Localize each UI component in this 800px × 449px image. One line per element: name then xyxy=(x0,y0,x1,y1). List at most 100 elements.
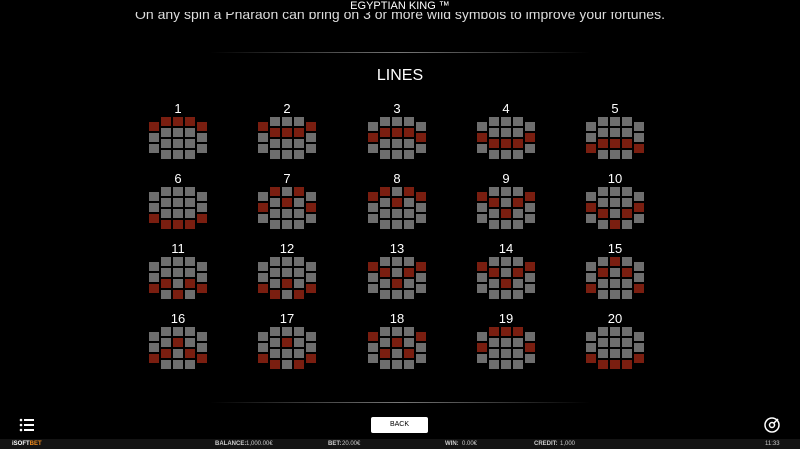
menu-button[interactable] xyxy=(18,417,36,433)
payline-cell xyxy=(513,198,523,207)
payline-cell xyxy=(161,117,171,126)
line-number: 1 xyxy=(174,101,181,116)
payline-cell xyxy=(173,150,183,159)
payline-cell xyxy=(161,128,171,137)
payline-cell xyxy=(294,279,304,288)
line-number: 15 xyxy=(608,241,622,256)
payline-cell xyxy=(380,220,390,229)
payline-cell xyxy=(173,209,183,218)
payline-cell xyxy=(282,220,292,229)
payline-cell xyxy=(610,360,620,369)
payline-cell xyxy=(477,354,487,363)
payline-cell xyxy=(634,332,644,341)
settings-button[interactable] xyxy=(763,416,781,434)
payline-cell xyxy=(525,203,535,212)
payline-cell xyxy=(380,150,390,159)
payline-cell xyxy=(197,284,207,293)
payline-cell xyxy=(586,203,596,212)
payline-cell xyxy=(185,128,195,137)
payline-cell xyxy=(294,268,304,277)
payline-cell xyxy=(622,338,632,347)
payline-cell xyxy=(416,332,426,341)
payline-cell xyxy=(380,338,390,347)
payline-cell xyxy=(282,349,292,358)
payline-cell xyxy=(404,290,414,299)
payline-cell xyxy=(404,220,414,229)
payline-cell xyxy=(368,332,378,341)
payline-cell xyxy=(294,349,304,358)
payline-cell xyxy=(368,343,378,352)
win-label: WIN: xyxy=(445,441,459,447)
payline-cell xyxy=(610,338,620,347)
payline-cell xyxy=(598,117,608,126)
payline-cell xyxy=(185,117,195,126)
payline-cell xyxy=(197,273,207,282)
payline-cell xyxy=(416,354,426,363)
payline-cell xyxy=(416,144,426,153)
payline-cell xyxy=(282,128,292,137)
payline-cell xyxy=(489,360,499,369)
payline-cell xyxy=(197,192,207,201)
payline-cell xyxy=(392,257,402,266)
payline-cell xyxy=(258,214,268,223)
payline-cell xyxy=(149,343,159,352)
payline-cell xyxy=(294,220,304,229)
payline-cell xyxy=(392,117,402,126)
payline-cell xyxy=(404,257,414,266)
payline-cell xyxy=(294,139,304,148)
payline-cell xyxy=(282,268,292,277)
payline-cell xyxy=(149,273,159,282)
payline-cell xyxy=(392,327,402,336)
payline-cell xyxy=(598,209,608,218)
payline-cell xyxy=(258,273,268,282)
credit-label: CREDIT: xyxy=(534,441,558,447)
payline-cell xyxy=(380,360,390,369)
payline-cell xyxy=(622,209,632,218)
payline-cell xyxy=(416,203,426,212)
payline-cell xyxy=(161,349,171,358)
payline-cell xyxy=(610,128,620,137)
payline-cell xyxy=(161,268,171,277)
payline-cell xyxy=(634,284,644,293)
payline-cell xyxy=(173,360,183,369)
payline-cell xyxy=(173,257,183,266)
payline-cell xyxy=(634,144,644,153)
payline-cell xyxy=(404,209,414,218)
line-number: 6 xyxy=(174,171,181,186)
payline-cell xyxy=(404,327,414,336)
payline-cell xyxy=(294,338,304,347)
payline-cell xyxy=(489,150,499,159)
payline-cell xyxy=(598,257,608,266)
payline-cell xyxy=(416,192,426,201)
payline-cell xyxy=(489,198,499,207)
payline-cell xyxy=(416,273,426,282)
payline-cell xyxy=(149,332,159,341)
payline-cell xyxy=(282,139,292,148)
payline-cell xyxy=(368,133,378,142)
payline-cell xyxy=(270,338,280,347)
payline-cell xyxy=(501,187,511,196)
payline-cell xyxy=(270,209,280,218)
payline-cell xyxy=(306,343,316,352)
payline-cell xyxy=(173,187,183,196)
payline-cell xyxy=(173,117,183,126)
back-button[interactable]: BACK xyxy=(371,417,428,433)
payline-cell xyxy=(525,273,535,282)
payline-cell xyxy=(282,257,292,266)
payline-cell xyxy=(477,343,487,352)
payline-cell xyxy=(404,139,414,148)
payline-cell xyxy=(258,203,268,212)
payline-cell xyxy=(173,128,183,137)
payline-cell xyxy=(489,338,499,347)
payline-cell xyxy=(586,262,596,271)
payline-cell xyxy=(513,349,523,358)
payline-cell xyxy=(294,257,304,266)
payline-cell xyxy=(513,117,523,126)
payline-cell xyxy=(270,349,280,358)
payline-cell xyxy=(477,144,487,153)
payline-cell xyxy=(161,257,171,266)
payline-cell xyxy=(185,290,195,299)
payline-cell xyxy=(634,192,644,201)
payline-cell xyxy=(380,209,390,218)
payline-cell xyxy=(598,279,608,288)
